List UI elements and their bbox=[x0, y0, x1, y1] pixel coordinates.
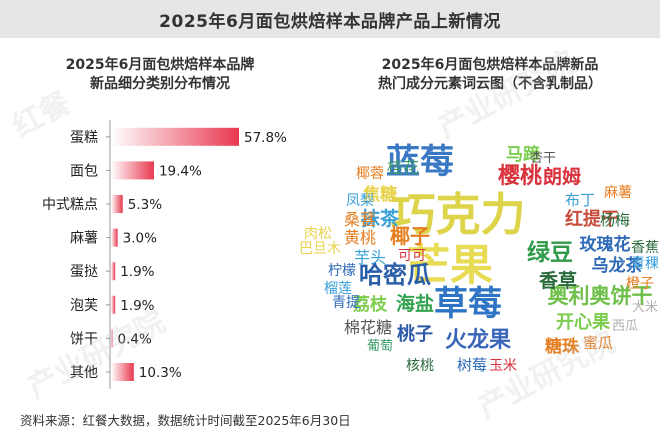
bar-chart-subtitle-line2: 新品细分类别分布情况 bbox=[90, 76, 230, 92]
bar bbox=[111, 295, 116, 314]
bar bbox=[111, 195, 123, 213]
value-label: 3.0% bbox=[123, 231, 157, 247]
category-label: 蛋糕 bbox=[70, 130, 98, 146]
cloud-word: 青稞 bbox=[631, 256, 659, 272]
cloud-word: 绿豆 bbox=[527, 239, 573, 266]
bar-chart-subtitle: 2025年6月面包烘焙样本品牌 新品细分类别分布情况 bbox=[10, 56, 310, 94]
cloud-word: 蜜瓜 bbox=[583, 334, 613, 352]
cloud-word: 杏干 bbox=[530, 151, 556, 166]
bar bbox=[111, 127, 239, 146]
cloud-word: 荔枝 bbox=[352, 294, 388, 315]
cloud-word: 布丁 bbox=[565, 191, 595, 209]
bar bbox=[111, 228, 118, 247]
cloud-word: 西瓜 bbox=[612, 319, 638, 334]
cloud-word: 巧克力 bbox=[390, 188, 525, 241]
cloud-word: 蓝莓 bbox=[386, 142, 454, 182]
cloud-word: 红提干 bbox=[565, 208, 619, 230]
value-label: 57.8% bbox=[244, 130, 287, 146]
cloud-word: 哈密瓜 bbox=[359, 261, 431, 289]
title-bar bbox=[0, 0, 660, 38]
cloud-word: 青提 bbox=[332, 295, 360, 311]
value-label: 1.9% bbox=[120, 264, 154, 280]
source-note: 资料来源：红餐大数据，数据统计时间截至2025年6月30日 bbox=[20, 413, 351, 428]
category-label: 蛋挞 bbox=[70, 264, 98, 280]
cloud-word: 朗姆 bbox=[543, 165, 581, 188]
wordcloud-subtitle-line1: 2025年6月面包烘焙样本品牌新品 bbox=[381, 57, 599, 73]
cloud-word: 马蹄 bbox=[506, 144, 540, 165]
cloud-word: 巴旦木 bbox=[300, 241, 341, 257]
cloud-word: 橙子 bbox=[626, 276, 654, 292]
cloud-word: 开心果 bbox=[556, 312, 611, 333]
cloud-word: 棉花糖 bbox=[344, 318, 392, 337]
cloud-word: 火龙果 bbox=[445, 328, 511, 353]
cloud-word: 椰子 bbox=[390, 224, 430, 248]
wordcloud-subtitle-line2: 热门成分元素词云图（不含乳制品） bbox=[378, 76, 602, 92]
category-label: 面包 bbox=[70, 163, 98, 179]
cloud-word: 芋头 bbox=[354, 248, 386, 267]
category-label: 麻薯 bbox=[70, 231, 98, 247]
cloud-word: 乌龙茶 bbox=[592, 255, 644, 276]
cloud-word: 奥利奥饼干 bbox=[548, 284, 653, 308]
category-label: 饼干 bbox=[70, 331, 98, 347]
value-label: 19.4% bbox=[159, 163, 202, 179]
cloud-word: 香草 bbox=[538, 269, 577, 292]
cloud-word: 凤梨 bbox=[346, 193, 374, 209]
cloud-word: 黄桃 bbox=[344, 228, 376, 247]
cloud-shape bbox=[302, 117, 658, 369]
wordcloud-subtitle: 2025年6月面包烘焙样本品牌新品 热门成分元素词云图（不含乳制品） bbox=[330, 56, 650, 94]
main-title: 2025年6月面包烘焙样本品牌产品上新情况 bbox=[159, 12, 501, 32]
cloud-word: 糖珠 bbox=[545, 336, 580, 357]
cloud-word: 樱桃 bbox=[498, 163, 542, 189]
value-label: 1.9% bbox=[120, 298, 154, 314]
cloud-word: 柠檬 bbox=[328, 263, 356, 279]
value-label: 10.3% bbox=[139, 365, 182, 381]
cloud-word: 榴莲 bbox=[324, 281, 352, 297]
category-label: 泡芙 bbox=[70, 297, 98, 314]
cloud-word: 焦糖 bbox=[362, 184, 397, 205]
cloud-word: 麻薯 bbox=[604, 185, 632, 201]
bar-chart: 蛋糕 57.8% 面包 19.4% 中式糕点 5.3% 麻薯 3.0% 蛋挞 1.9% 泡芙 1.9%… bbox=[42, 120, 287, 389]
value-label: 5.3% bbox=[128, 197, 162, 213]
cloud-word: 桑葚 bbox=[344, 210, 376, 229]
cloud-word: 桂花 bbox=[387, 158, 419, 177]
cloud-word: 抹茶 bbox=[361, 207, 400, 230]
value-label: 0.4% bbox=[118, 331, 152, 347]
cloud-word: 椰蓉 bbox=[356, 166, 384, 182]
bar bbox=[111, 363, 134, 381]
cloud-word: 桃子 bbox=[397, 323, 433, 345]
cloud-word: 芒果 bbox=[407, 241, 493, 291]
cloud-word: 香蕉 bbox=[631, 240, 659, 256]
cloud-word: 草莓 bbox=[434, 284, 502, 324]
category-label: 中式糕点 bbox=[42, 197, 98, 213]
cloud-word: 肉松 bbox=[304, 226, 332, 242]
cloud-word: 葡萄 bbox=[367, 339, 393, 354]
cloud-word: 杨梅 bbox=[600, 211, 630, 229]
bar bbox=[111, 161, 154, 180]
category-label: 其他 bbox=[70, 365, 98, 381]
bar bbox=[111, 329, 113, 348]
cloud-word: 玫瑰花 bbox=[580, 234, 631, 255]
cloud-word: 海盐 bbox=[396, 292, 434, 315]
cloud-word: 核桃 bbox=[406, 358, 434, 374]
bar bbox=[111, 262, 116, 281]
cloud-word: 大米 bbox=[632, 300, 658, 315]
bar-chart-subtitle-line1: 2025年6月面包烘焙样本品牌 bbox=[65, 57, 255, 73]
cloud-word: 玉米 bbox=[489, 358, 517, 374]
cloud-word: 树莓 bbox=[457, 356, 487, 374]
cloud-word: 可可 bbox=[398, 248, 426, 264]
